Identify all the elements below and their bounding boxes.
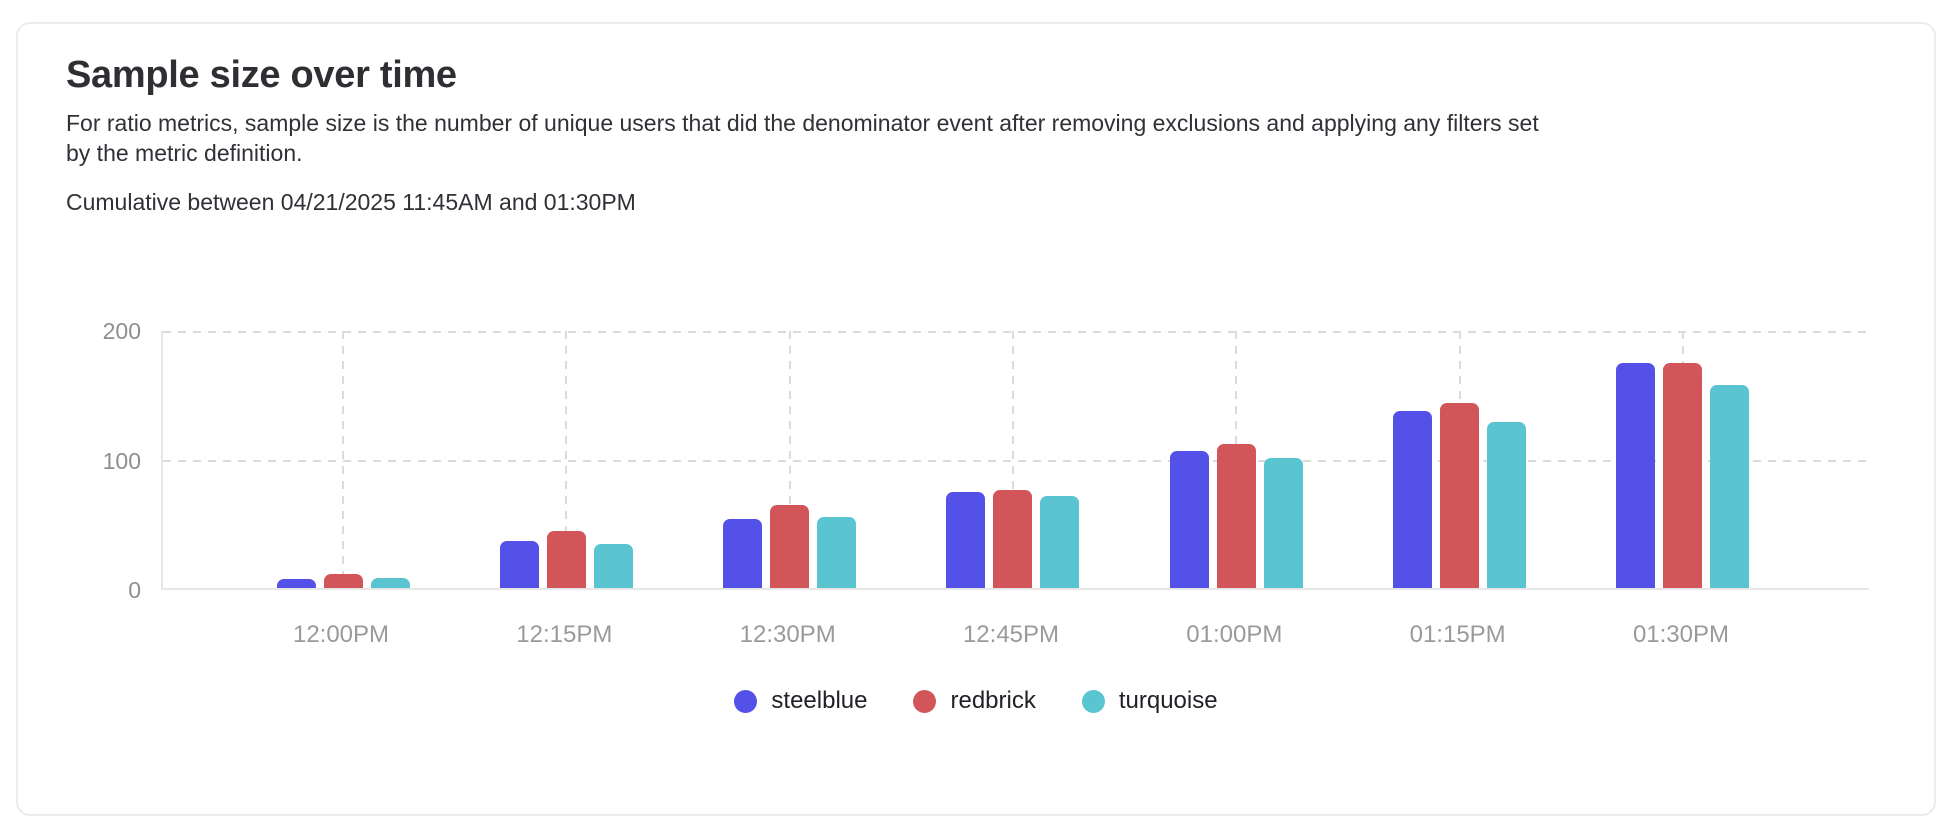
y-axis-tick-100: 100 — [102, 447, 141, 474]
legend-dot-icon — [734, 689, 758, 713]
x-axis-tick-12:00PM: 12:00PM — [292, 621, 390, 649]
bar-group-12:15PM — [499, 531, 633, 589]
bar-group-12:00PM — [276, 574, 410, 589]
bar-steelblue-01:00PM[interactable] — [1169, 451, 1209, 589]
bar-group-01:15PM — [1393, 403, 1527, 589]
bar-steelblue-12:30PM[interactable] — [723, 519, 763, 589]
page-title: Sample size over time — [66, 54, 457, 96]
bar-redbrick-01:15PM[interactable] — [1440, 403, 1480, 589]
bar-redbrick-01:30PM[interactable] — [1663, 363, 1703, 589]
legend-label: steelblue — [771, 687, 868, 715]
bar-turquoise-01:00PM[interactable] — [1263, 458, 1303, 589]
bar-group-12:45PM — [946, 490, 1080, 589]
legend-item-turquoise[interactable]: turquoise — [1081, 687, 1218, 715]
bar-redbrick-12:30PM[interactable] — [770, 505, 810, 589]
bar-steelblue-01:30PM[interactable] — [1616, 363, 1656, 589]
bar-turquoise-12:45PM[interactable] — [1040, 496, 1080, 589]
legend-dot-icon — [1081, 689, 1105, 713]
bar-redbrick-12:00PM[interactable] — [323, 574, 363, 589]
bar-group-12:30PM — [723, 505, 857, 589]
legend-item-steelblue[interactable]: steelblue — [734, 687, 867, 715]
x-axis-tick-12:15PM: 12:15PM — [516, 621, 613, 649]
bar-group-01:30PM — [1616, 363, 1750, 589]
bar-steelblue-12:00PM[interactable] — [276, 579, 316, 589]
sample-size-card: Sample size over time For ratio metrics,… — [16, 22, 1936, 816]
legend-label: turquoise — [1118, 687, 1218, 715]
bar-turquoise-12:15PM[interactable] — [593, 544, 633, 589]
bar-redbrick-12:15PM[interactable] — [546, 531, 586, 589]
y-axis-tick-200: 200 — [102, 318, 141, 345]
legend-dot-icon — [913, 689, 937, 713]
plot-area — [161, 331, 1869, 591]
chart-description: For ratio metrics, sample size is the nu… — [66, 109, 1539, 167]
x-axis-tick-01:00PM: 01:00PM — [1186, 621, 1283, 649]
x-axis-tick-01:15PM: 01:15PM — [1409, 621, 1506, 649]
bar-group-01:00PM — [1169, 444, 1303, 589]
bar-turquoise-01:15PM[interactable] — [1487, 422, 1527, 589]
cumulative-range-label: Cumulative between 04/21/2025 11:45AM an… — [66, 188, 636, 215]
bar-turquoise-12:00PM[interactable] — [370, 578, 410, 589]
x-axis-tick-12:30PM: 12:30PM — [739, 621, 836, 649]
bar-redbrick-12:45PM[interactable] — [993, 490, 1033, 589]
gridline-x-12:45PM — [1011, 331, 1014, 589]
bar-steelblue-01:15PM[interactable] — [1393, 411, 1433, 589]
gridline-x-12:30PM — [788, 331, 791, 589]
legend-label: redbrick — [950, 687, 1036, 715]
gridline-x-12:15PM — [565, 331, 568, 589]
bar-turquoise-01:30PM[interactable] — [1710, 385, 1750, 589]
x-axis-tick-01:30PM: 01:30PM — [1632, 621, 1729, 649]
bar-redbrick-01:00PM[interactable] — [1216, 444, 1256, 589]
x-axis-tick-12:45PM: 12:45PM — [962, 621, 1060, 649]
bar-turquoise-12:30PM[interactable] — [817, 517, 857, 589]
bar-steelblue-12:15PM[interactable] — [499, 541, 539, 589]
gridline-x-12:00PM — [342, 331, 344, 589]
gridline-y-100 — [163, 459, 1869, 462]
gridline-y-200 — [163, 331, 1869, 334]
sample-size-chart: 0 100 200 12:00PM 12:15PM 12:30PM 12:45PM 01:00… — [66, 318, 1886, 653]
y-axis-tick-0: 0 — [128, 577, 141, 604]
chart-legend: steelblue redbrick turquoise — [66, 687, 1886, 715]
legend-item-redbrick[interactable]: redbrick — [913, 687, 1036, 715]
bar-steelblue-12:45PM[interactable] — [946, 492, 986, 589]
